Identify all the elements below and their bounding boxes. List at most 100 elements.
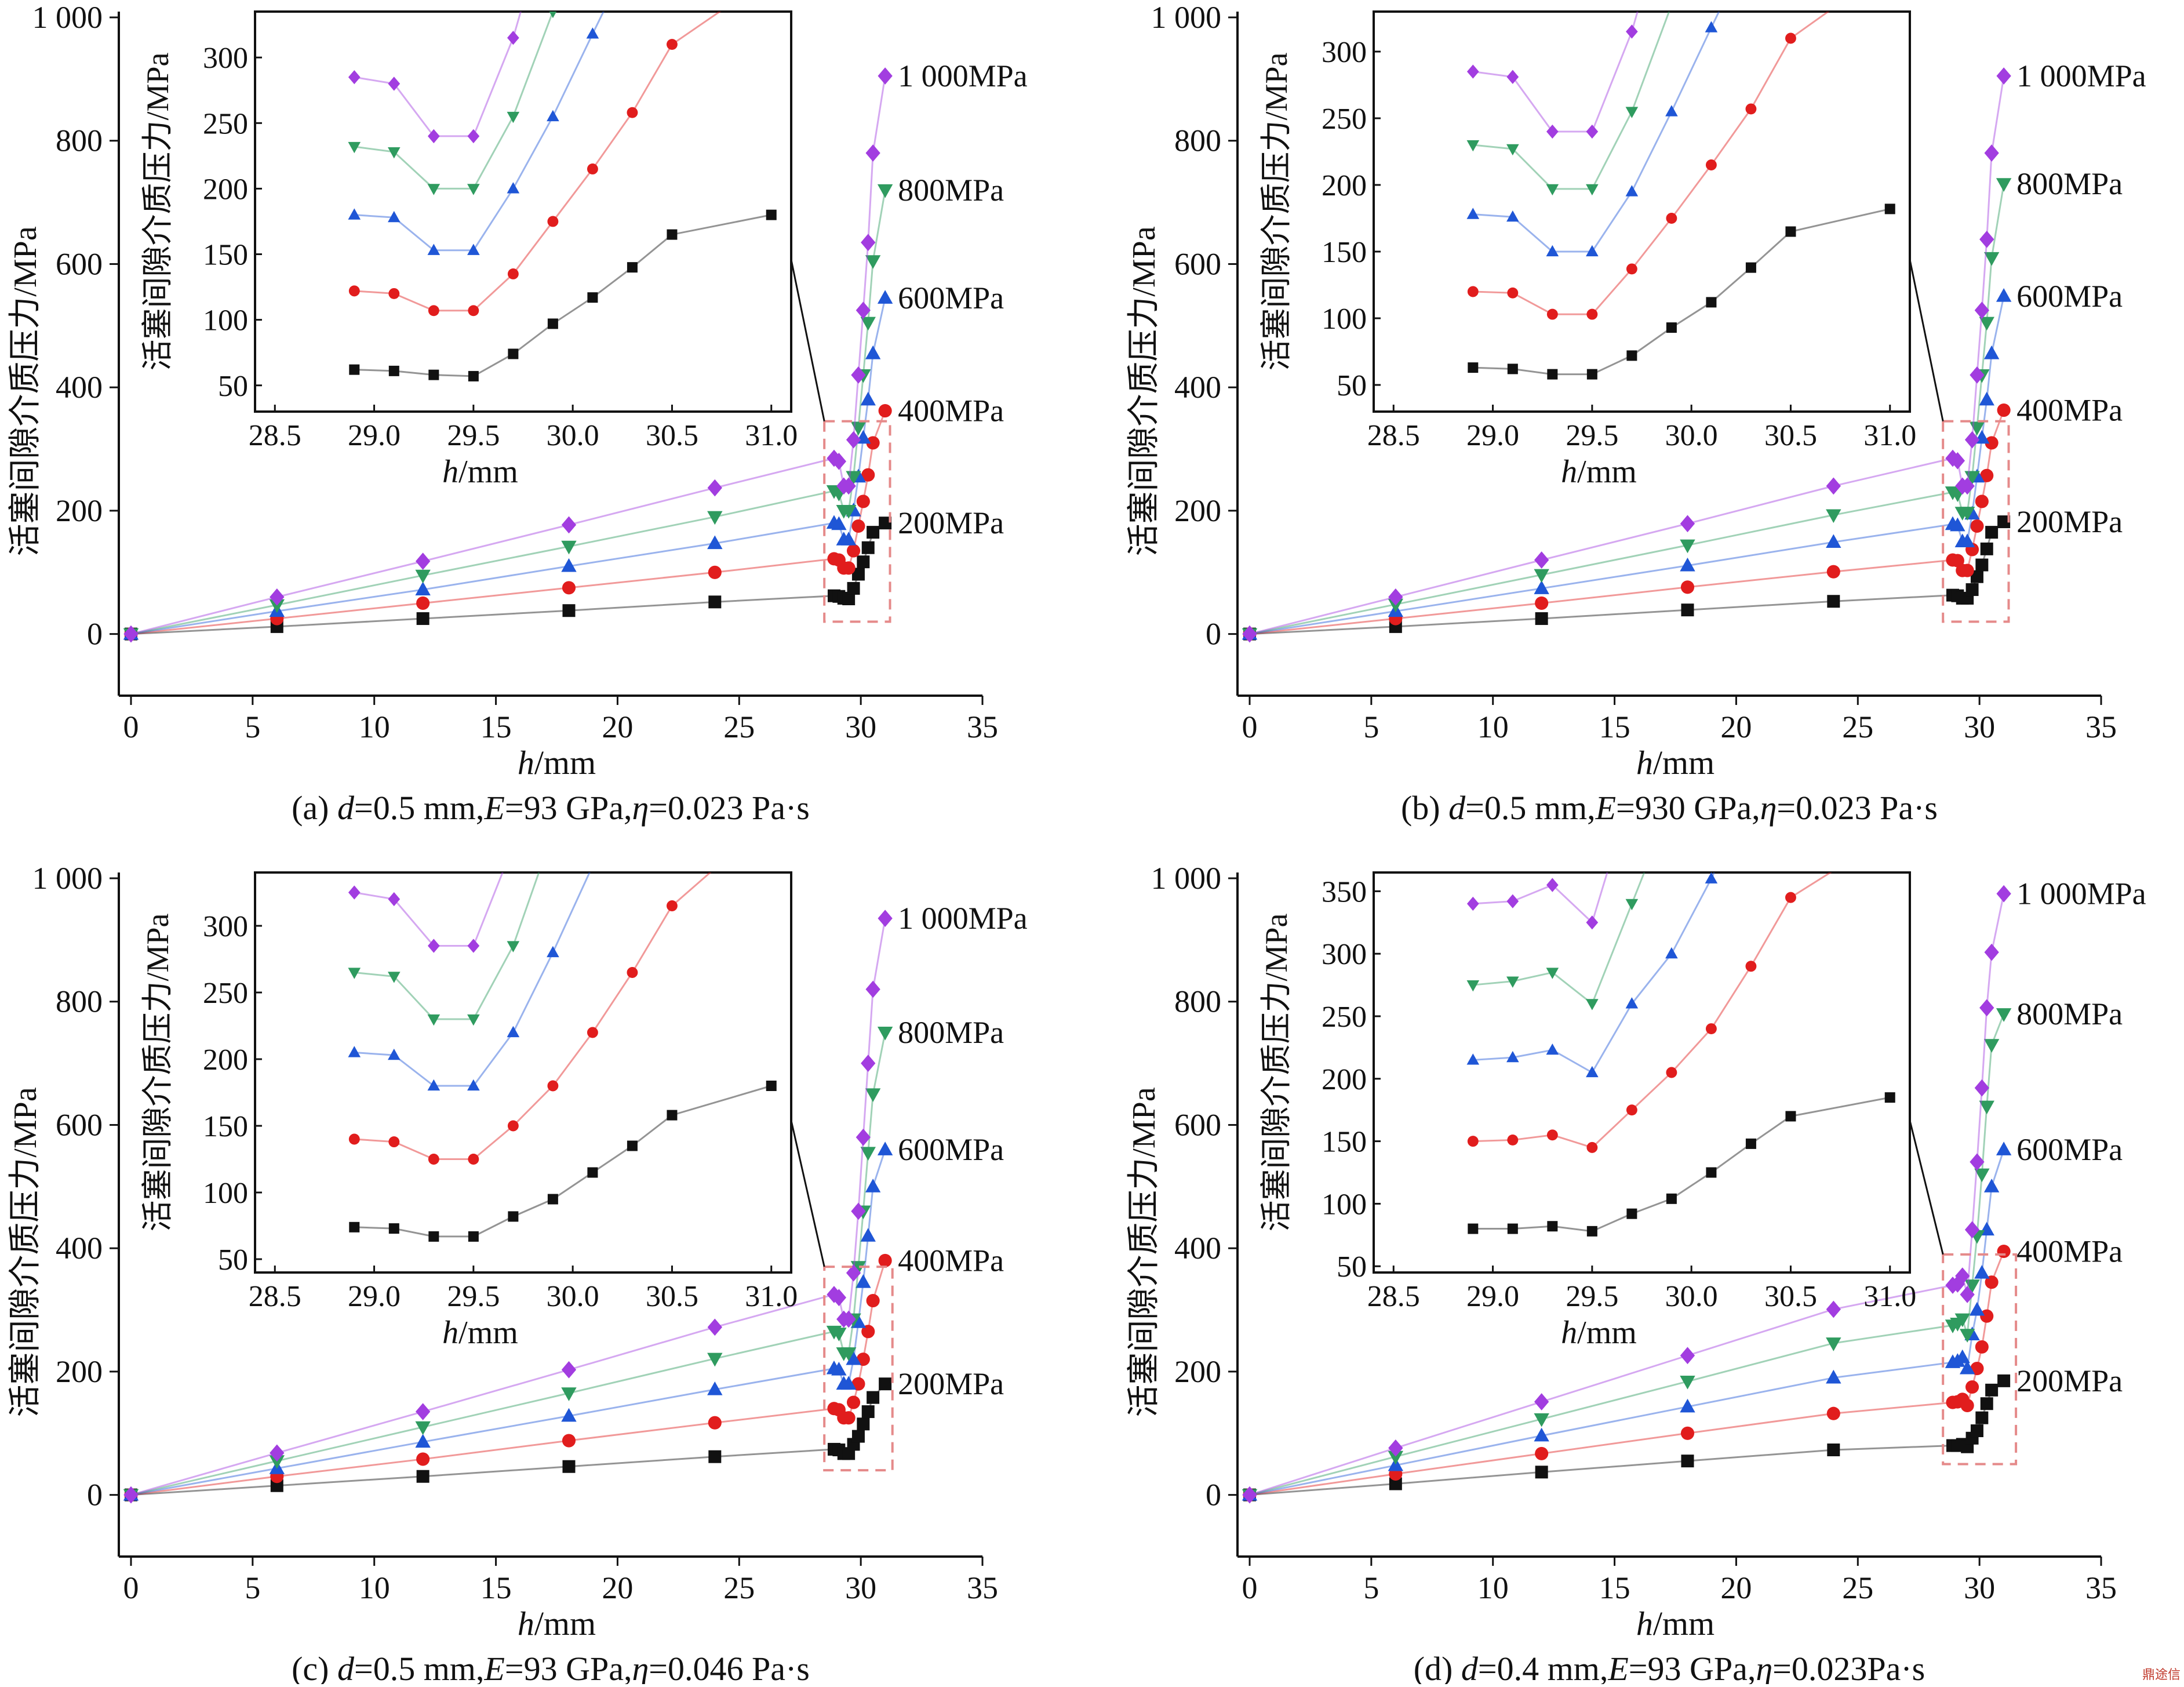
y-tick-label: 400 <box>56 1231 103 1266</box>
data-point-s400 <box>1960 563 1974 577</box>
data-point-s400 <box>866 436 880 450</box>
inset-data-point-s200 <box>508 1211 519 1222</box>
data-point-s1000 <box>1388 1439 1403 1457</box>
data-point-s400 <box>1680 580 1695 594</box>
data-point-s400 <box>866 1294 880 1308</box>
inset-series-group <box>1466 674 1895 1237</box>
x-tick-label: 35 <box>2085 1570 2117 1605</box>
series-label: 800MPa <box>898 173 1004 208</box>
inset-y-tick-label: 300 <box>1322 36 1367 69</box>
data-point-s600 <box>1979 391 1994 406</box>
inset-data-point-s200 <box>1468 1223 1479 1234</box>
inset-data-point-s600 <box>427 243 441 255</box>
data-point-s200 <box>1827 595 1840 608</box>
inset-data-point-s200 <box>349 1221 360 1232</box>
inset-series-line-s800 <box>354 872 540 1020</box>
inset-x-axis-label: h/mm <box>1561 1315 1637 1351</box>
inset-plot: 28.5 29.0 29.5 30.0 30.5 31.0 50 100 150 200 250 30… <box>1259 10 1916 490</box>
inset-data-point-s1000 <box>1546 878 1559 892</box>
x-tick-label: 30 <box>1964 1570 1995 1605</box>
x-axis-label: h/mm <box>1636 744 1715 781</box>
data-point-s1000 <box>1955 1267 1970 1285</box>
data-point-s1000 <box>1534 1393 1549 1410</box>
inset-data-point-s1000 <box>1586 915 1599 930</box>
inset-data-point-s800 <box>467 184 480 195</box>
inset-data-point-s600 <box>467 1079 480 1091</box>
inset-x-tick-label: 31.0 <box>1863 419 1916 452</box>
inset-y-tick-label: 50 <box>218 370 248 403</box>
data-point-s800 <box>707 1352 723 1367</box>
inset-x-tick-label: 29.5 <box>1566 1280 1618 1313</box>
data-point-s400 <box>708 565 722 579</box>
inset-frame <box>254 10 792 413</box>
data-point-s800 <box>1969 421 1985 436</box>
data-point-s200 <box>842 592 856 606</box>
data-point-s1000 <box>856 301 871 319</box>
inset-data-point-s800 <box>1586 999 1599 1010</box>
inset-data-point-s200 <box>547 1194 558 1205</box>
inset-data-point-s800 <box>507 111 520 123</box>
inset-data-point-s400 <box>1666 213 1677 224</box>
data-point-s800 <box>1979 317 1994 331</box>
inset-data-point-s400 <box>627 967 638 978</box>
data-point-s200 <box>1997 1374 2011 1387</box>
inset-series-line-s200 <box>354 214 772 377</box>
data-point-s600 <box>1983 345 2000 359</box>
y-tick-label: 600 <box>56 246 103 281</box>
y-axis-label: 活塞间隙介质压力/MPa <box>1126 1087 1162 1417</box>
data-point-s600 <box>865 1179 881 1192</box>
inset-data-point-s400 <box>1467 286 1479 297</box>
data-point-s600 <box>831 1361 847 1376</box>
data-point-s200 <box>1975 558 1989 572</box>
inset-y-tick-label: 200 <box>203 173 248 206</box>
inset-series-line-s1000 <box>1473 12 1639 133</box>
inset-x-axis-label: h/mm <box>1561 454 1637 490</box>
data-point-s200 <box>1985 526 1999 539</box>
watermark-text: 鼎途信 <box>2142 1668 2181 1682</box>
inset-y-tick-label: 200 <box>203 1044 248 1077</box>
inset-data-point-s400 <box>1745 961 1757 972</box>
inset-data-point-s600 <box>507 1026 520 1038</box>
data-point-s1000 <box>123 625 139 643</box>
data-point-s600 <box>840 532 857 546</box>
inset-data-point-s200 <box>1507 363 1518 375</box>
inset-data-point-s200 <box>627 1140 638 1151</box>
inset-y-tick-label: 150 <box>1322 236 1367 269</box>
data-point-s400 <box>416 1452 430 1466</box>
data-point-s1000 <box>1984 943 1999 961</box>
data-point-s800 <box>877 184 893 198</box>
inset-data-point-s800 <box>1506 144 1519 156</box>
x-tick-label: 35 <box>967 1570 998 1605</box>
inset-data-point-s400 <box>587 1027 598 1038</box>
inset-y-tick-label: 250 <box>203 107 248 140</box>
data-point-s400 <box>856 1352 870 1366</box>
data-point-s400 <box>1535 596 1549 610</box>
inset-series-line-s1000 <box>354 12 522 137</box>
data-point-s600 <box>1974 1264 1990 1279</box>
data-point-s1000 <box>1388 588 1403 606</box>
data-point-s1000 <box>865 980 880 998</box>
data-point-s400 <box>878 1253 892 1268</box>
inset-series-line-s600 <box>354 872 591 1087</box>
y-tick-label: 200 <box>56 1354 103 1389</box>
inset-data-point-s1000 <box>388 77 401 91</box>
y-axis-label: 活塞间隙介质压力/MPa <box>8 1087 43 1417</box>
inset-data-point-s400 <box>1745 103 1757 115</box>
data-point-s600 <box>707 1381 723 1395</box>
data-point-s1000 <box>1970 1153 1985 1171</box>
data-point-s200 <box>1985 1383 1999 1397</box>
inset-y-tick-label: 300 <box>203 42 248 75</box>
data-point-s800 <box>1996 1008 2012 1022</box>
y-tick-label: 400 <box>1174 1231 1221 1266</box>
inset-data-point-s600 <box>348 1046 361 1057</box>
data-point-s1000 <box>1979 231 1994 248</box>
x-tick-label: 10 <box>1477 1570 1509 1605</box>
x-tick-label: 20 <box>1720 710 1752 744</box>
inset-data-point-s800 <box>1705 674 1718 685</box>
y-tick-label: 0 <box>1206 617 1221 652</box>
inset-data-point-s600 <box>388 1048 401 1060</box>
inset-series-line-s400 <box>1473 12 1830 315</box>
data-point-s600 <box>877 290 893 304</box>
inset-y-tick-label: 100 <box>203 304 248 337</box>
data-point-s400 <box>562 581 576 595</box>
